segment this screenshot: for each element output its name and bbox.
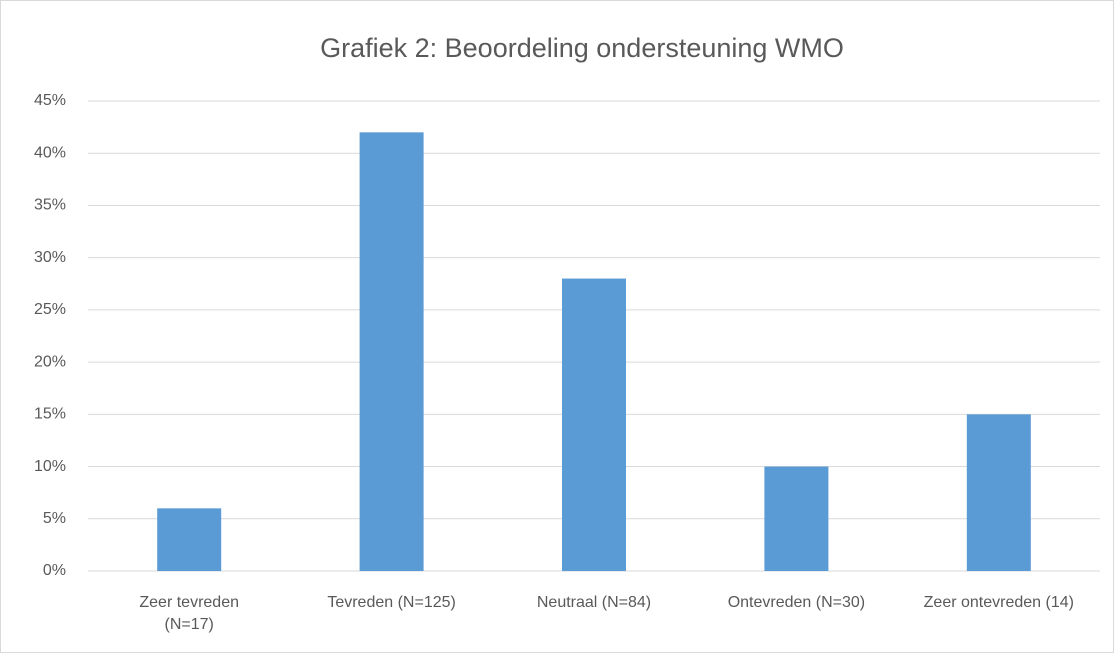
bar — [562, 278, 626, 571]
bar — [966, 414, 1031, 571]
x-tick-label: Zeer ontevreden (14) — [923, 594, 1074, 611]
chart-title: Grafiek 2: Beoordeling ondersteuning WMO — [320, 33, 844, 63]
y-tick-label: 0% — [43, 562, 66, 579]
y-tick-label: 10% — [34, 458, 66, 475]
bar — [157, 508, 222, 571]
bar — [359, 132, 424, 572]
x-tick-label: Zeer tevreden (N=17) — [139, 594, 239, 633]
y-tick-label: 25% — [34, 301, 66, 318]
y-tick-label: 30% — [34, 249, 66, 266]
y-tick-label: 20% — [34, 353, 66, 370]
y-tick-label: 15% — [34, 406, 66, 423]
y-tick-label: 40% — [34, 144, 66, 161]
x-tick-label: Tevreden (N=125) — [327, 594, 456, 611]
y-tick-label: 35% — [34, 197, 66, 214]
x-tick-label: Neutraal (N=84) — [536, 594, 652, 611]
x-tick-label: Ontevreden (N=30) — [727, 594, 866, 611]
y-tick-label: 5% — [43, 510, 66, 527]
bar — [764, 466, 829, 571]
y-tick-label: 45% — [34, 92, 66, 109]
